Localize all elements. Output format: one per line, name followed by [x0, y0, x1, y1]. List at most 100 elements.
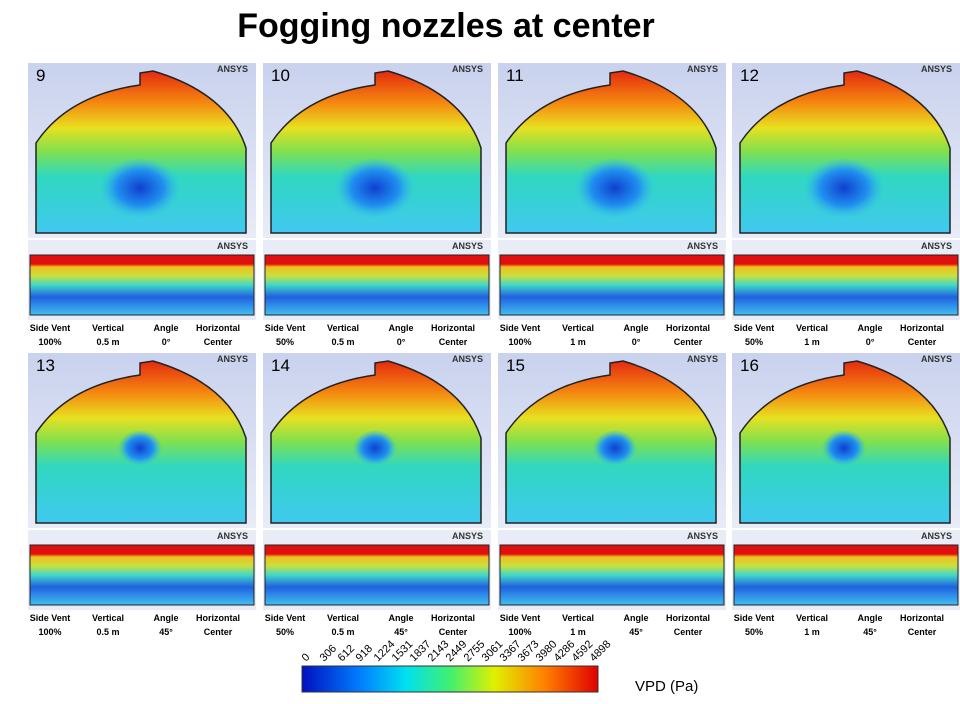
fog-zone — [593, 430, 637, 466]
logo: ANSYS — [452, 531, 483, 541]
caption-header: Side Vent — [265, 323, 306, 333]
strip-section — [265, 255, 489, 315]
fog-zone — [118, 430, 162, 466]
panel: 13 ANSYS ANSYS Side Vent 100% Vertical 0.5 m An… — [28, 353, 256, 637]
caption-header: Vertical — [92, 613, 124, 623]
panel-number: 13 — [36, 356, 55, 375]
colorbar-tick-label: 612 — [336, 643, 357, 664]
panel-number: 11 — [506, 66, 524, 85]
caption-header: Horizontal — [431, 323, 475, 333]
logo: ANSYS — [452, 354, 483, 364]
caption-header: Vertical — [562, 613, 594, 623]
caption-header: Angle — [388, 613, 413, 623]
strip-section — [500, 255, 724, 315]
caption-header: Angle — [388, 323, 413, 333]
logo: ANSYS — [921, 354, 952, 364]
caption-header: Angle — [857, 323, 882, 333]
caption-value: 1 m — [570, 337, 586, 347]
caption-value: Center — [439, 337, 468, 347]
strip-section — [734, 545, 958, 605]
slide: Fogging nozzles at center VPD (Pa) 9 ANSY… — [0, 0, 960, 704]
logo: ANSYS — [687, 241, 718, 251]
slide-title: Fogging nozzles at center — [237, 7, 654, 45]
caption-value: Center — [204, 337, 233, 347]
caption-header: Vertical — [327, 323, 359, 333]
strip-section — [734, 255, 958, 315]
caption-header: Angle — [623, 613, 648, 623]
caption-header: Horizontal — [666, 613, 710, 623]
caption-header: Angle — [153, 323, 178, 333]
caption-value: 50% — [276, 337, 294, 347]
caption-header: Horizontal — [196, 613, 240, 623]
logo: ANSYS — [687, 531, 718, 541]
caption-header: Angle — [857, 613, 882, 623]
logo: ANSYS — [217, 241, 248, 251]
logo: ANSYS — [452, 64, 483, 74]
caption-header: Horizontal — [900, 613, 944, 623]
fog-zone — [353, 430, 397, 466]
caption-value: 100% — [38, 337, 61, 347]
caption-value: 45° — [394, 627, 408, 637]
caption-header: Vertical — [796, 323, 828, 333]
caption-value: 100% — [38, 627, 61, 637]
caption-value: Center — [908, 337, 937, 347]
caption-value: Center — [204, 627, 233, 637]
caption-header: Horizontal — [666, 323, 710, 333]
caption-value: 0.5 m — [96, 337, 119, 347]
caption-header: Side Vent — [30, 323, 71, 333]
caption-value: 0° — [162, 337, 171, 347]
caption-value: 50% — [745, 337, 763, 347]
caption-value: Center — [908, 627, 937, 637]
caption-value: 0° — [866, 337, 875, 347]
logo: ANSYS — [687, 64, 718, 74]
fog-zone — [335, 158, 415, 218]
caption-header: Side Vent — [734, 613, 775, 623]
fog-zone — [575, 158, 655, 218]
caption-value: 1 m — [804, 627, 820, 637]
caption-value: 45° — [863, 627, 877, 637]
panel-number: 9 — [36, 66, 45, 85]
caption-value: 0.5 m — [331, 627, 354, 637]
caption-header: Horizontal — [900, 323, 944, 333]
caption-value: 0° — [397, 337, 406, 347]
colorbar-tick-label: 306 — [318, 643, 339, 664]
caption-value: 1 m — [804, 337, 820, 347]
fog-zone — [804, 158, 884, 218]
caption-header: Side Vent — [265, 613, 306, 623]
caption-header: Horizontal — [431, 613, 475, 623]
caption-value: 45° — [629, 627, 643, 637]
panel-number: 12 — [740, 66, 759, 85]
panel-number: 14 — [271, 356, 290, 375]
caption-header: Angle — [623, 323, 648, 333]
caption-value: 0.5 m — [96, 627, 119, 637]
caption-value: 50% — [276, 627, 294, 637]
panel-number: 10 — [271, 66, 290, 85]
caption-header: Vertical — [796, 613, 828, 623]
logo: ANSYS — [921, 64, 952, 74]
strip-section — [265, 545, 489, 605]
colorbar-label: VPD (Pa) — [635, 678, 698, 695]
logo: ANSYS — [217, 531, 248, 541]
caption-value: 100% — [508, 337, 531, 347]
colorbar-tick-label: 4898 — [588, 638, 614, 664]
logo: ANSYS — [921, 531, 952, 541]
logo: ANSYS — [687, 354, 718, 364]
panel-number: 16 — [740, 356, 759, 375]
logo: ANSYS — [217, 354, 248, 364]
logo: ANSYS — [452, 241, 483, 251]
caption-value: 45° — [159, 627, 173, 637]
caption-value: 0° — [632, 337, 641, 347]
strip-section — [500, 545, 724, 605]
caption-header: Vertical — [92, 323, 124, 333]
caption-header: Vertical — [562, 323, 594, 333]
caption-value: Center — [439, 627, 468, 637]
caption-header: Angle — [153, 613, 178, 623]
caption-header: Side Vent — [30, 613, 71, 623]
